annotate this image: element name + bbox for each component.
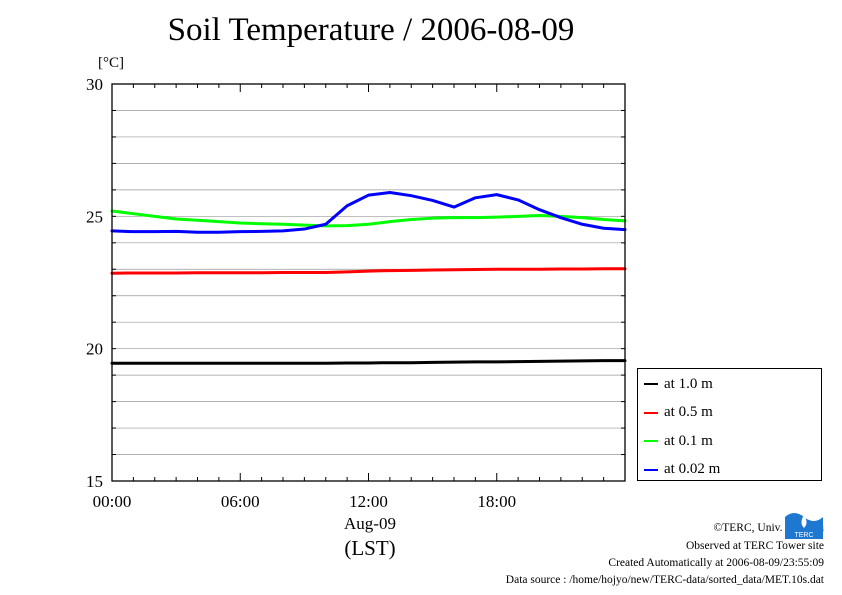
- chart-title: Soil Temperature / 2006-08-09: [167, 12, 575, 48]
- legend-swatch: [644, 440, 658, 442]
- y-tick-label: 25: [86, 207, 103, 226]
- series-line: [110, 209, 627, 228]
- series-line: [110, 191, 627, 234]
- x-axis-title: (LST): [344, 536, 396, 560]
- series-line: [110, 359, 627, 365]
- x-tick-label: 12:00: [349, 492, 388, 511]
- terc-logo-icon: TERC: [785, 503, 823, 539]
- logo-text: TERC: [794, 532, 813, 539]
- legend-label: at 0.02 m: [664, 461, 721, 477]
- legend-label: at 0.5 m: [664, 404, 713, 420]
- y-tick-label: 15: [86, 472, 103, 491]
- credits-source: Data source : /home/hojyo/new/TERC-data/…: [505, 574, 824, 586]
- legend-swatch: [644, 411, 658, 414]
- y-tick-label: 20: [86, 340, 103, 359]
- x-tick-label: 06:00: [221, 492, 260, 511]
- legend-item: at 0.1 m: [644, 430, 713, 452]
- plot-frame: [111, 83, 626, 482]
- series-line: [110, 267, 627, 275]
- credits-created: Created Automatically at 2006-08-09/23:5…: [608, 557, 824, 569]
- x-tick-label: 00:00: [93, 492, 132, 511]
- logo-drop: [801, 515, 807, 528]
- y-axis-unit-label: [°C]: [98, 55, 124, 71]
- chart-legend: at 1.0 m at 0.5 m at 0.1 m at 0.02 m: [637, 368, 822, 481]
- y-tick-label: 30: [86, 75, 103, 94]
- legend-label: at 0.1 m: [664, 432, 713, 449]
- logo-wave: [785, 503, 823, 521]
- legend-swatch: [644, 383, 658, 385]
- legend-swatch: [644, 468, 658, 471]
- legend-label: at 1.0 m: [664, 375, 713, 392]
- x-tick-label: 18:00: [477, 492, 516, 511]
- legend-item: at 1.0 m: [644, 373, 713, 395]
- legend-item: at 0.02 m: [644, 459, 720, 481]
- credits-observed: Observed at TERC Tower site: [685, 540, 824, 552]
- legend-item: at 0.5 m: [644, 402, 713, 424]
- x-axis-date-label: Aug-09: [344, 514, 396, 533]
